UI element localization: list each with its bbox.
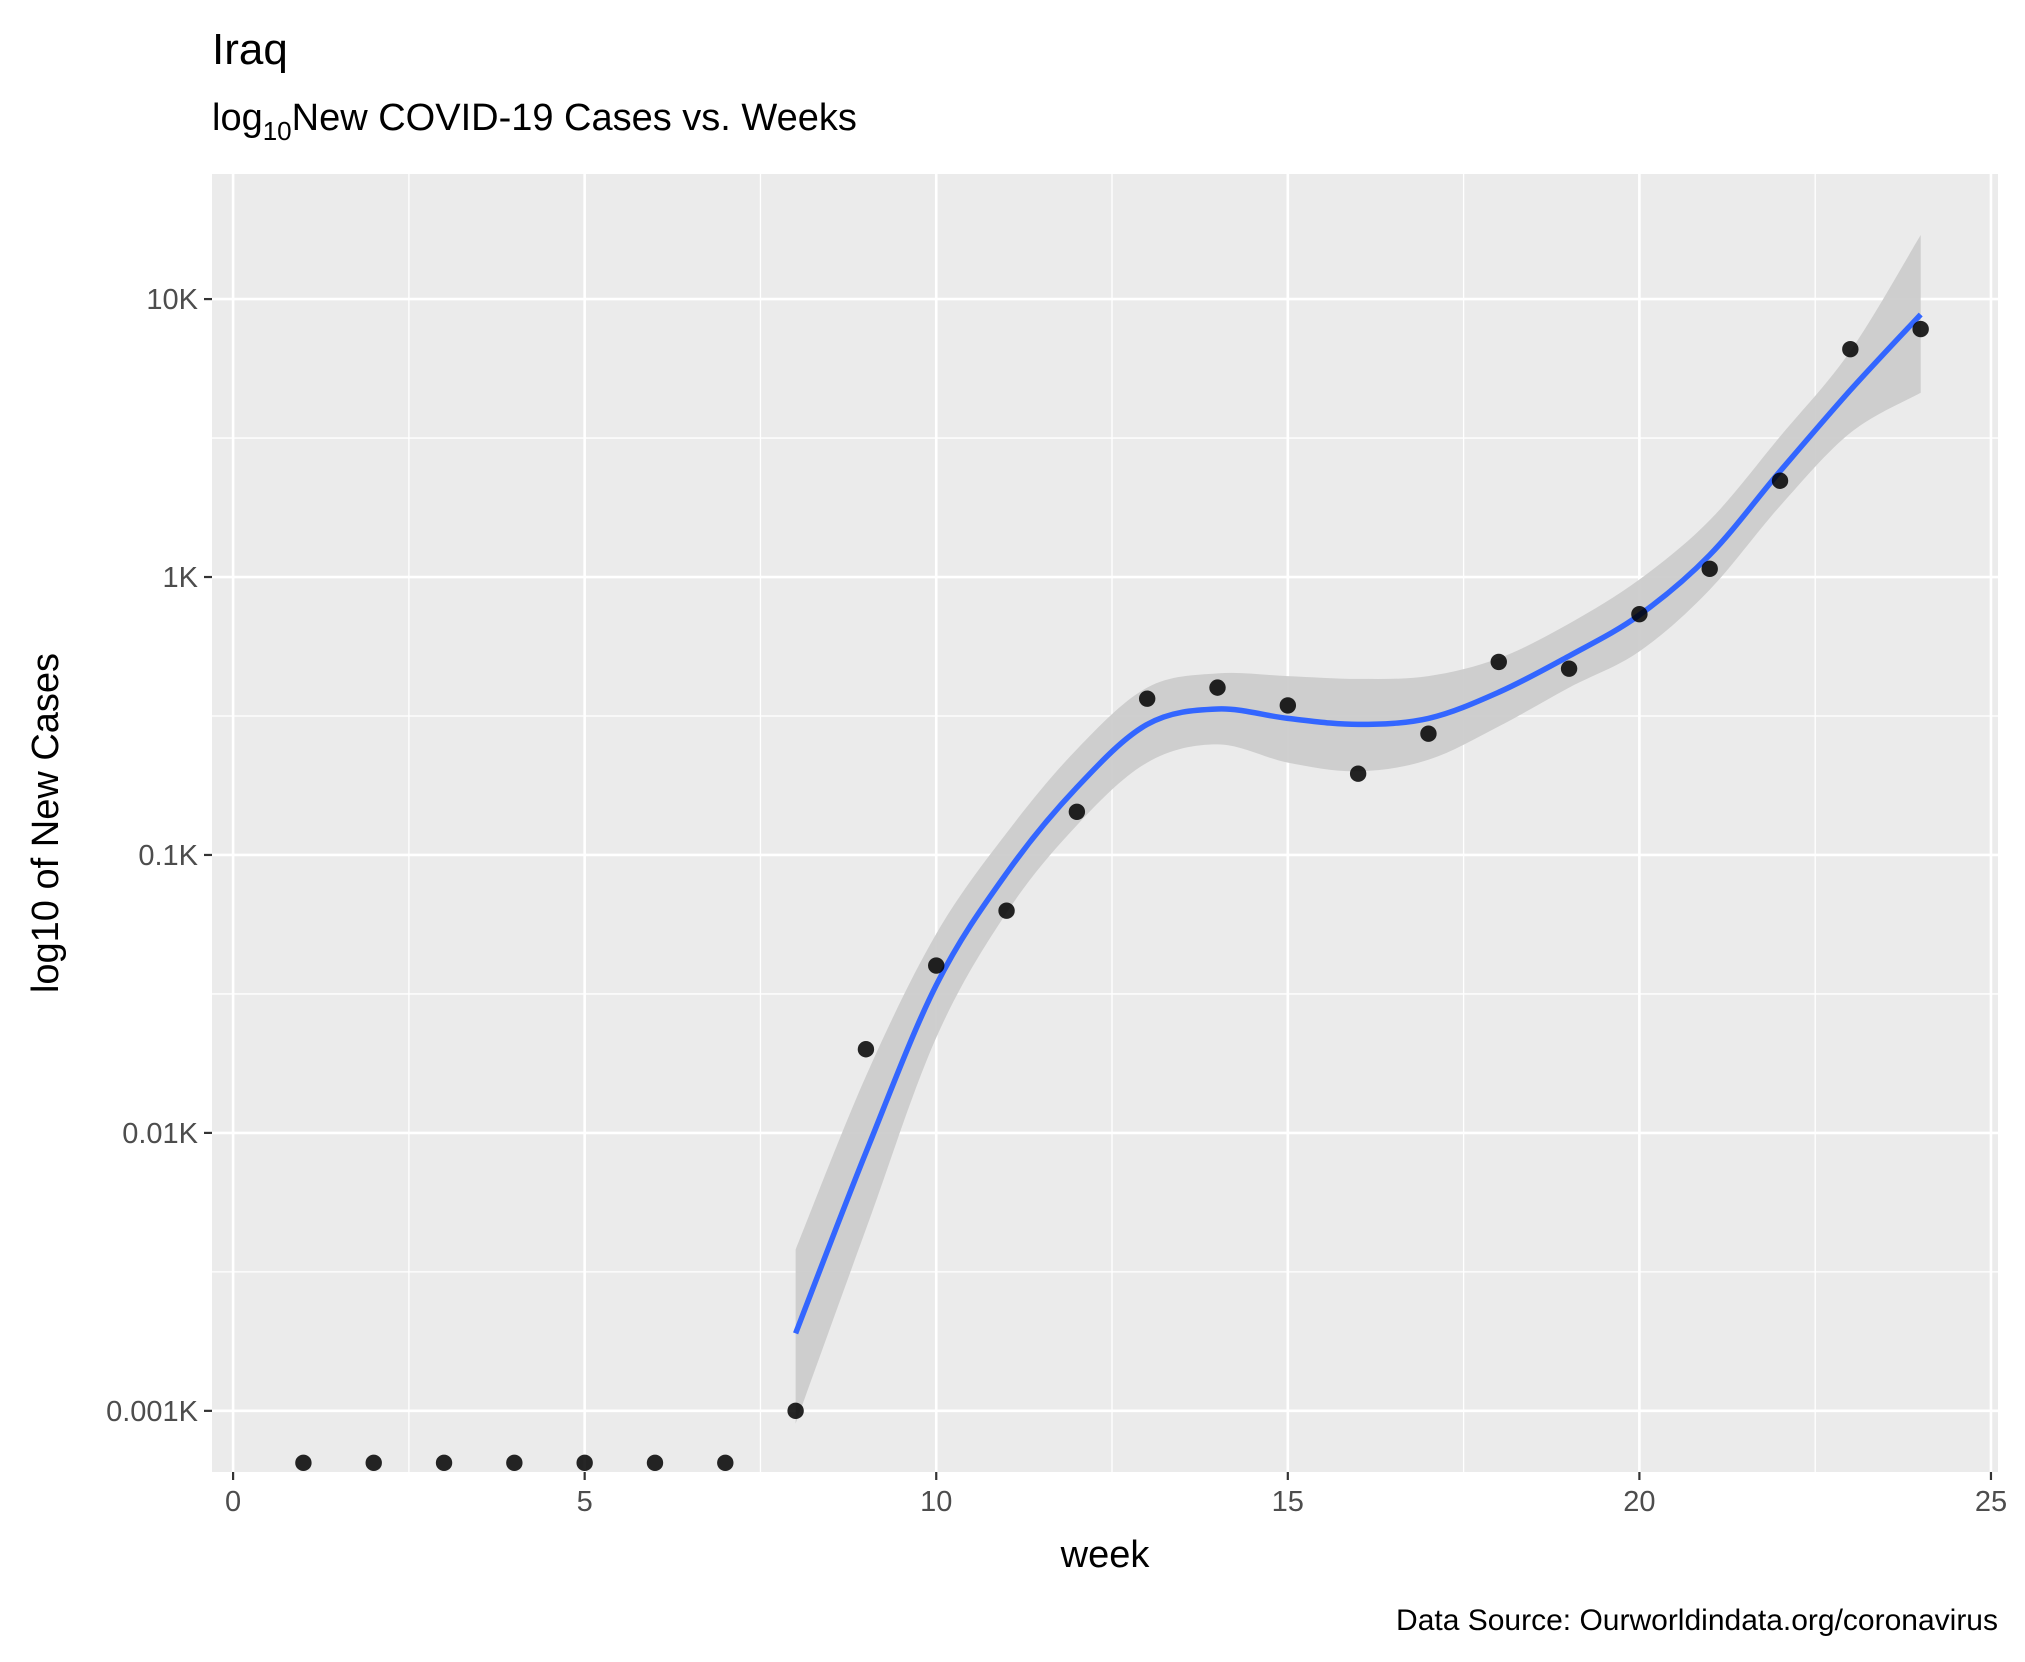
- y-tick-label: 0.1K: [138, 840, 198, 872]
- data-point: [1490, 653, 1507, 671]
- data-point: [1279, 697, 1297, 714]
- minor-gridlines: [212, 174, 1998, 1472]
- chart-subtitle: log10New COVID-19 Cases vs. Weeks: [212, 97, 857, 146]
- subtitle-log: log: [212, 97, 263, 139]
- y-tick-label: 1K: [163, 562, 199, 594]
- y-axis-title: log10 of New Cases: [25, 653, 67, 993]
- y-tick-label: 0.001K: [106, 1396, 199, 1428]
- data-point: [1349, 765, 1367, 782]
- y-tick-label: 0.01K: [122, 1118, 198, 1150]
- data-source-caption: Data Source: Ourworldindata.org/coronavi…: [1396, 1604, 1998, 1637]
- x-tick-label: 0: [225, 1486, 241, 1518]
- data-point: [717, 1454, 734, 1472]
- subtitle-subscript: 10: [263, 116, 292, 146]
- x-axis: 0 5 10 15 20 25: [225, 1472, 2007, 1518]
- data-point: [998, 902, 1015, 919]
- data-point: [365, 1454, 382, 1472]
- data-point: [1068, 803, 1086, 820]
- loess-fit-line: [793, 312, 1923, 1335]
- data-point: [1420, 725, 1437, 742]
- data-point: [1771, 472, 1789, 489]
- x-tick-label: 20: [1623, 1486, 1655, 1518]
- data-point: [1701, 560, 1718, 578]
- major-gridlines: [212, 174, 1998, 1472]
- data-point: [646, 1454, 664, 1472]
- data-point: [295, 1454, 312, 1472]
- data-point: [435, 1454, 453, 1472]
- data-point: [1209, 679, 1226, 696]
- data-point: [1842, 341, 1859, 358]
- x-axis-title: week: [1060, 1534, 1151, 1576]
- data-point: [506, 1454, 523, 1472]
- x-tick-label: 10: [920, 1486, 952, 1518]
- smooth-line: [793, 312, 1923, 1335]
- x-tick-label: 5: [577, 1486, 593, 1518]
- data-point: [1560, 660, 1578, 677]
- y-tick-label: 10K: [146, 284, 198, 316]
- chart-title: Iraq: [212, 25, 288, 74]
- x-tick-label: 25: [1975, 1486, 2007, 1518]
- data-point: [1631, 605, 1648, 623]
- data-point: [787, 1402, 804, 1420]
- data-points: [295, 320, 1929, 1472]
- y-axis: 0.001K 0.01K 0.1K 1K 10K: [106, 284, 212, 1428]
- data-point: [928, 957, 945, 974]
- data-point: [1138, 690, 1156, 707]
- data-point: [1912, 320, 1929, 338]
- confidence-band-area: [795, 235, 1921, 1424]
- data-point: [857, 1041, 875, 1058]
- data-point: [576, 1454, 593, 1472]
- x-tick-label: 15: [1272, 1486, 1304, 1518]
- confidence-band: [795, 235, 1921, 1424]
- subtitle-rest: New COVID-19 Cases vs. Weeks: [292, 97, 857, 139]
- plot-panel: [212, 174, 1998, 1472]
